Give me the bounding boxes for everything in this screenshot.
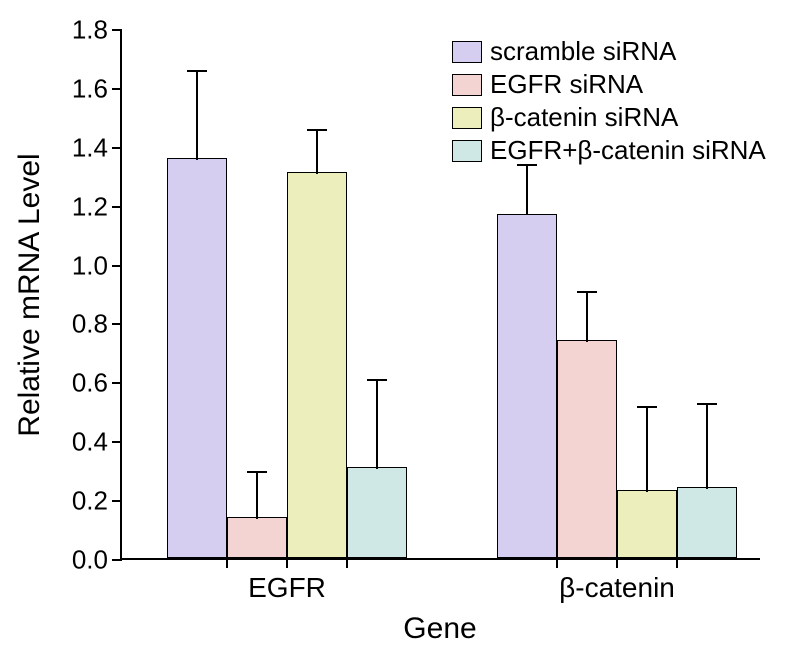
- error-cap: [247, 471, 267, 473]
- error-bar: [706, 404, 708, 489]
- y-tick-label: 1.0: [72, 250, 108, 281]
- legend-item: EGFR+β-catenin siRNA: [452, 135, 766, 166]
- y-tick: [112, 147, 122, 149]
- x-tick: [286, 558, 288, 568]
- bar: [617, 490, 677, 558]
- y-tick-label: 0.0: [72, 545, 108, 576]
- bar: [677, 487, 737, 558]
- y-tick-label: 1.4: [72, 132, 108, 163]
- y-tick: [112, 441, 122, 443]
- y-tick: [112, 323, 122, 325]
- plot-area: scramble siRNAEGFR siRNAβ-catenin siRNAE…: [120, 30, 760, 560]
- bar: [557, 340, 617, 558]
- chart-container: Relative mRNA Level Gene scramble siRNAE…: [0, 0, 800, 654]
- error-cap: [517, 164, 537, 166]
- error-bar: [376, 380, 378, 468]
- legend-label: EGFR+β-catenin siRNA: [490, 135, 766, 166]
- error-bar: [256, 472, 258, 519]
- x-tick: [556, 558, 558, 568]
- y-tick: [112, 29, 122, 31]
- legend-item: scramble siRNA: [452, 36, 766, 67]
- x-tick: [676, 558, 678, 568]
- bar: [497, 214, 557, 559]
- legend-swatch: [452, 107, 482, 129]
- error-cap: [697, 403, 717, 405]
- error-cap: [367, 379, 387, 381]
- bar: [347, 467, 407, 558]
- error-bar: [646, 407, 648, 492]
- legend-swatch: [452, 41, 482, 63]
- y-tick: [112, 265, 122, 267]
- x-tick: [226, 558, 228, 568]
- error-bar: [196, 71, 198, 159]
- legend-item: β-catenin siRNA: [452, 102, 766, 133]
- legend-label: EGFR siRNA: [490, 69, 643, 100]
- error-cap: [187, 70, 207, 72]
- legend-label: scramble siRNA: [490, 36, 676, 67]
- y-tick: [112, 382, 122, 384]
- y-tick-label: 0.2: [72, 486, 108, 517]
- legend-swatch: [452, 74, 482, 96]
- y-tick: [112, 88, 122, 90]
- bar: [227, 517, 287, 558]
- x-tick-label: EGFR: [248, 572, 326, 604]
- y-axis-title: Relative mRNA Level: [13, 153, 47, 436]
- y-tick-label: 0.6: [72, 368, 108, 399]
- y-tick-label: 0.4: [72, 427, 108, 458]
- legend-label: β-catenin siRNA: [490, 102, 678, 133]
- bar: [287, 172, 347, 558]
- y-tick-label: 1.8: [72, 15, 108, 46]
- y-tick: [112, 500, 122, 502]
- legend: scramble siRNAEGFR siRNAβ-catenin siRNAE…: [452, 36, 766, 168]
- y-tick: [112, 559, 122, 561]
- error-bar: [526, 165, 528, 215]
- error-cap: [577, 291, 597, 293]
- error-bar: [316, 130, 318, 174]
- error-cap: [637, 406, 657, 408]
- bar: [167, 158, 227, 558]
- y-tick: [112, 206, 122, 208]
- error-cap: [307, 129, 327, 131]
- x-tick-label: β-catenin: [559, 572, 675, 604]
- legend-item: EGFR siRNA: [452, 69, 766, 100]
- error-bar: [586, 292, 588, 342]
- y-tick-label: 1.2: [72, 191, 108, 222]
- legend-swatch: [452, 140, 482, 162]
- y-tick-label: 1.6: [72, 73, 108, 104]
- x-axis-title: Gene: [403, 612, 476, 646]
- x-tick: [616, 558, 618, 568]
- y-tick-label: 0.8: [72, 309, 108, 340]
- x-tick: [346, 558, 348, 568]
